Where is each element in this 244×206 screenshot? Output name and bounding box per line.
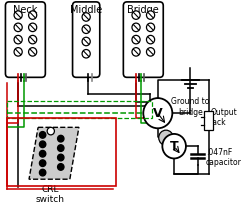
Circle shape [132, 11, 140, 19]
Text: Ground to
bridge: Ground to bridge [171, 97, 210, 117]
Circle shape [40, 132, 46, 138]
Circle shape [40, 160, 46, 166]
FancyBboxPatch shape [72, 2, 100, 77]
Circle shape [58, 135, 64, 142]
Circle shape [146, 35, 155, 44]
Text: Neck: Neck [13, 5, 38, 15]
Circle shape [58, 145, 64, 151]
Circle shape [40, 169, 46, 176]
Circle shape [132, 35, 140, 44]
Circle shape [14, 48, 22, 56]
Circle shape [132, 48, 140, 56]
Circle shape [40, 150, 46, 157]
Circle shape [14, 23, 22, 32]
Circle shape [29, 48, 37, 56]
FancyBboxPatch shape [5, 2, 45, 77]
Circle shape [146, 11, 155, 19]
Circle shape [47, 127, 54, 135]
Text: CRL
switch: CRL switch [35, 185, 64, 204]
Circle shape [58, 164, 64, 170]
Circle shape [82, 49, 90, 58]
Circle shape [82, 37, 90, 46]
Circle shape [143, 98, 172, 128]
Circle shape [29, 11, 37, 19]
FancyBboxPatch shape [123, 2, 163, 77]
Text: T: T [170, 140, 178, 153]
Circle shape [14, 11, 22, 19]
Circle shape [82, 13, 90, 21]
Bar [7, 118, 116, 186]
Circle shape [159, 130, 173, 145]
Circle shape [29, 35, 37, 44]
Text: Bridge: Bridge [127, 5, 159, 15]
Circle shape [132, 23, 140, 32]
Circle shape [146, 48, 155, 56]
Polygon shape [29, 127, 79, 179]
Bar [204, 111, 213, 130]
Circle shape [40, 141, 46, 148]
Text: V: V [153, 107, 163, 120]
Circle shape [146, 23, 155, 32]
Circle shape [14, 35, 22, 44]
Circle shape [58, 154, 64, 161]
Bar [7, 101, 152, 118]
Text: Output
jack: Output jack [210, 108, 237, 127]
Text: Middle: Middle [70, 5, 102, 15]
Text: .047nF
capacitor: .047nF capacitor [206, 148, 242, 167]
Circle shape [82, 25, 90, 34]
Circle shape [29, 23, 37, 32]
Circle shape [162, 134, 186, 158]
